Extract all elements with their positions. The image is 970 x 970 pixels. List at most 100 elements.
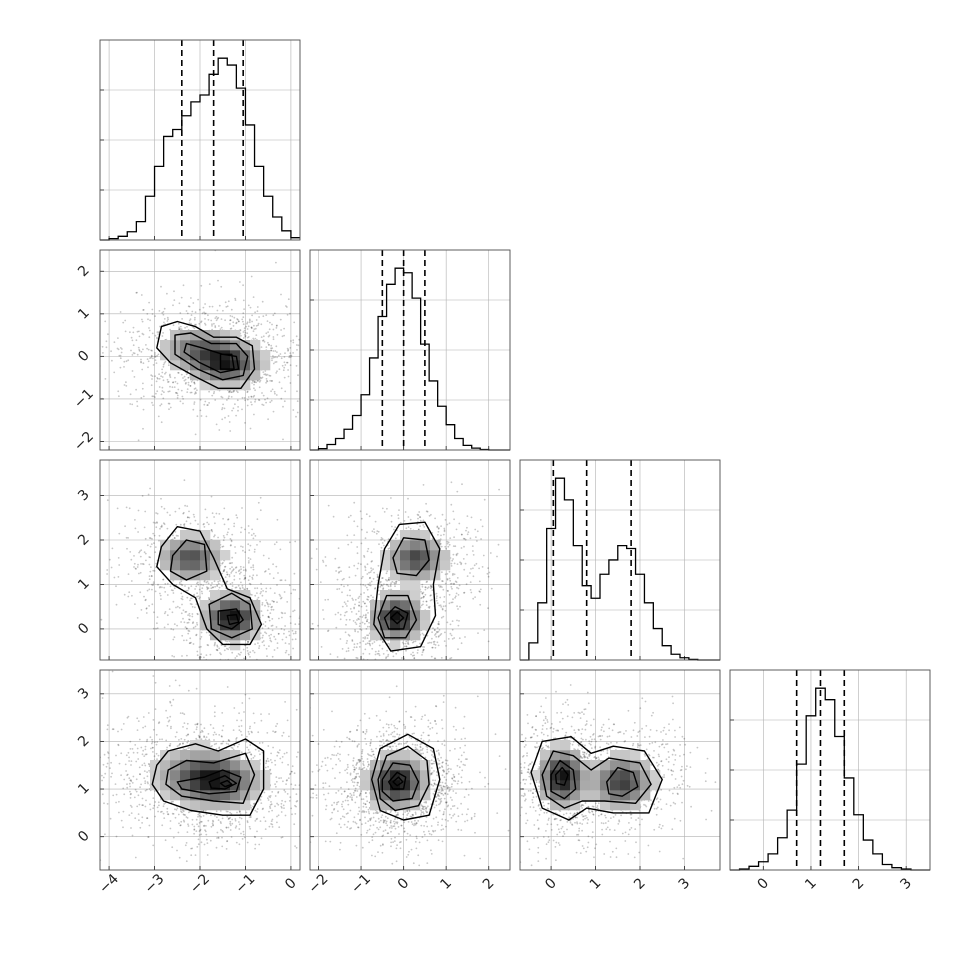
scatter-point [440, 606, 443, 608]
scatter-point [381, 577, 384, 579]
scatter-point [252, 396, 255, 398]
scatter-point [161, 312, 164, 314]
scatter-point [200, 321, 202, 324]
scatter-point [448, 593, 451, 596]
density-cell [190, 350, 201, 361]
scatter-point [376, 576, 379, 578]
scatter-point [186, 654, 188, 657]
scatter-point [173, 386, 176, 388]
hist-3-frame [729, 669, 931, 871]
scatter-point [203, 523, 205, 525]
scatter-point [243, 657, 245, 660]
scatter-point [222, 535, 225, 537]
scatter-point [363, 592, 365, 594]
scatter-point [254, 400, 256, 403]
scatter-point [354, 630, 357, 633]
scatter-point [184, 626, 187, 628]
scatter-point [172, 381, 174, 384]
scatter-point [231, 409, 234, 412]
scatter-point [100, 618, 103, 621]
scatter-point [425, 604, 428, 606]
pair-panel-1-2 [309, 459, 511, 661]
scatter-point [150, 349, 153, 352]
scatter-point [433, 643, 435, 646]
scatter-point [380, 584, 383, 587]
scatter-point [424, 586, 427, 589]
scatter-point [346, 594, 349, 597]
scatter-point [292, 632, 295, 635]
scatter-point [455, 553, 458, 556]
scatter-point [116, 347, 119, 350]
scatter-point [210, 587, 213, 590]
scatter-point [119, 354, 122, 357]
scatter-point [272, 577, 275, 580]
scatter-point [446, 523, 449, 526]
scatter-point [376, 579, 379, 582]
scatter-point [324, 401, 326, 403]
scatter-point [443, 529, 446, 532]
scatter-point [438, 629, 441, 631]
scatter-point [368, 653, 371, 655]
scatter-point [221, 585, 223, 587]
scatter-point [152, 521, 155, 524]
scatter-point [205, 415, 208, 418]
scatter-point [367, 598, 369, 601]
scatter-point [436, 526, 439, 529]
scatter-point [368, 642, 371, 645]
scatter-point [208, 402, 211, 404]
scatter-point [229, 315, 232, 317]
scatter-point [258, 647, 260, 649]
scatter-point [187, 629, 190, 632]
scatter-point [280, 596, 283, 599]
scatter-point [172, 579, 175, 582]
scatter-point [204, 810, 207, 812]
scatter-point [296, 390, 298, 393]
scatter-point [343, 657, 346, 660]
scatter-point [294, 804, 296, 807]
scatter-point [163, 507, 166, 510]
scatter-point [227, 743, 230, 745]
scatter-point [250, 327, 253, 330]
scatter-point [164, 372, 166, 375]
scatter-point [258, 645, 261, 647]
scatter-point [242, 569, 245, 572]
density-cell [210, 370, 221, 381]
scatter-point [163, 817, 166, 819]
scatter-point [147, 493, 150, 496]
scatter-point [244, 335, 247, 337]
scatter-point [182, 284, 185, 287]
scatter-point [446, 540, 449, 543]
scatter-point [233, 316, 236, 319]
scatter-point [169, 376, 172, 379]
scatter-point [253, 703, 255, 705]
scatter-point [151, 588, 153, 591]
scatter-point [146, 544, 149, 547]
scatter-point [213, 535, 215, 538]
scatter-point [430, 585, 433, 588]
density-cell [210, 590, 221, 601]
scatter-point [172, 304, 174, 307]
scatter-point [451, 601, 454, 604]
scatter-point [139, 773, 142, 776]
density-cell [240, 380, 251, 391]
scatter-point [159, 592, 161, 595]
scatter-point [161, 810, 163, 813]
scatter-point [158, 539, 160, 542]
scatter-point [364, 614, 367, 617]
scatter-point [453, 582, 455, 585]
density-cell [180, 560, 191, 571]
scatter-point [287, 348, 290, 351]
scatter-point [427, 606, 430, 608]
scatter-point [256, 544, 258, 546]
scatter-point [345, 623, 347, 626]
scatter-point [322, 561, 325, 563]
scatter-point [430, 513, 432, 516]
scatter-point [182, 398, 185, 400]
scatter-point [287, 777, 290, 779]
scatter-point [132, 751, 135, 754]
scatter-point [377, 530, 380, 533]
scatter-point [463, 591, 466, 594]
scatter-point [190, 314, 193, 316]
scatter-point [453, 583, 455, 585]
scatter-point [111, 359, 113, 362]
